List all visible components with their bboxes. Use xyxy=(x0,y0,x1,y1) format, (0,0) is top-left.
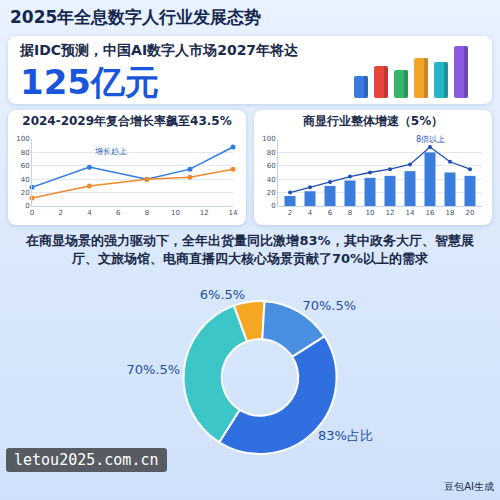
svg-text:80: 80 xyxy=(267,149,276,157)
svg-text:60: 60 xyxy=(21,162,30,170)
svg-text:14: 14 xyxy=(406,209,415,217)
svg-text:10: 10 xyxy=(366,209,375,217)
svg-text:12: 12 xyxy=(386,209,395,217)
svg-text:8: 8 xyxy=(348,209,352,217)
svg-text:4: 4 xyxy=(308,209,313,217)
html-text:2025年全息数字人行业发展态势: 2025年全息数字人行业发展态势 xyxy=(10,7,262,27)
svg-text:8倍以上: 8倍以上 xyxy=(416,135,445,144)
svg-text:80: 80 xyxy=(21,149,30,157)
svg-text:20: 20 xyxy=(21,189,30,197)
html-text:125亿元: 125亿元 xyxy=(20,62,159,102)
html-text:豆包AI生成: 豆包AI生成 xyxy=(444,481,494,492)
svg-text:2: 2 xyxy=(288,209,292,217)
svg-text:10: 10 xyxy=(171,209,180,217)
html-text:2024-2029年复合增长率飙至43.5%: 2024-2029年复合增长率飙至43.5% xyxy=(22,114,232,128)
svg-text:100: 100 xyxy=(16,135,29,143)
html-text:letou2025.com.cn: letou2025.com.cn xyxy=(14,451,159,469)
svg-text:70%.5%: 70%.5% xyxy=(302,298,356,313)
svg-text:14: 14 xyxy=(229,209,238,217)
svg-text:20: 20 xyxy=(267,189,276,197)
svg-text:6: 6 xyxy=(116,209,121,217)
svg-text:2: 2 xyxy=(58,209,62,217)
svg-text:18: 18 xyxy=(446,209,455,217)
svg-text:0: 0 xyxy=(271,202,275,210)
svg-text:0: 0 xyxy=(25,202,29,210)
svg-text:83%占比: 83%占比 xyxy=(318,428,373,443)
svg-text:60: 60 xyxy=(267,162,276,170)
svg-text:40: 40 xyxy=(21,176,30,184)
svg-text:100: 100 xyxy=(262,135,275,143)
svg-text:20: 20 xyxy=(466,209,475,217)
html-text:在商显场景的强力驱动下，全年出货量同比激增83%，其中政务大: 在商显场景的强力驱动下，全年出货量同比激增83%，其中政务大厅、智慧展厅、文旅场… xyxy=(26,233,474,266)
svg-text:4: 4 xyxy=(87,209,92,217)
svg-text:16: 16 xyxy=(426,209,435,217)
svg-text:6%.5%: 6%.5% xyxy=(200,287,245,302)
html-text:据IDC预测，中国AI数字人市场2027年将达: 据IDC预测，中国AI数字人市场2027年将达 xyxy=(20,42,299,58)
svg-text:40: 40 xyxy=(267,176,276,184)
html-text:商显行业整体增速（5%）: 商显行业整体增速（5%） xyxy=(302,114,444,128)
svg-text:12: 12 xyxy=(200,209,209,217)
svg-text:增长趋上: 增长趋上 xyxy=(94,147,127,156)
svg-text:8: 8 xyxy=(145,209,149,217)
svg-text:0: 0 xyxy=(30,209,34,217)
svg-text:6: 6 xyxy=(328,209,333,217)
svg-text:70%.5%: 70%.5% xyxy=(127,362,181,377)
